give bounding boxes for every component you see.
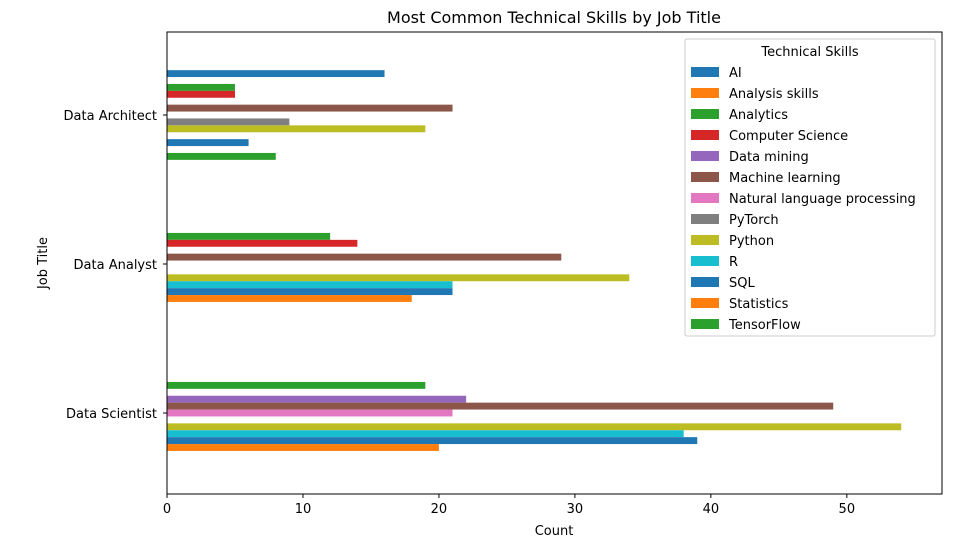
- legend-label: Machine learning: [729, 171, 841, 186]
- legend-swatch: [691, 319, 719, 329]
- legend-swatch: [691, 151, 719, 161]
- legend-label: Analysis skills: [729, 87, 819, 102]
- legend-swatch: [691, 235, 719, 245]
- legend-label: R: [729, 255, 738, 270]
- legend-swatch: [691, 172, 719, 182]
- bar-data-scientist-r: [167, 430, 684, 438]
- bar-data-scientist-statistics: [167, 444, 439, 451]
- y-axis: Data Architect Data Analyst Data Scientist: [64, 109, 167, 422]
- legend-swatch: [691, 214, 719, 224]
- bar-data-architect-machine-learning: [167, 104, 453, 112]
- bar-data-analyst-computer-science: [167, 239, 358, 247]
- legend-swatch: [691, 130, 719, 140]
- bar-data-architect-sql: [167, 139, 249, 147]
- bar-data-architect-computer-science: [167, 90, 235, 98]
- legend-label: Data mining: [729, 150, 809, 165]
- bar-data-architect-pytorch: [167, 118, 290, 126]
- bar-data-scientist-python: [167, 423, 902, 431]
- bar-data-architect-tensorflow: [167, 152, 276, 160]
- legend-label: AI: [729, 66, 742, 81]
- y-tick-label: Data Architect: [64, 109, 157, 124]
- legend-swatch: [691, 277, 719, 287]
- legend-label: PyTorch: [729, 213, 779, 228]
- plot-frame: [166, 31, 943, 495]
- bar-data-analyst-analytics: [167, 232, 331, 240]
- x-tick-label: 10: [295, 502, 312, 517]
- legend-label: Analytics: [729, 108, 788, 123]
- bar-data-architect-analytics: [167, 83, 235, 91]
- legend-swatch: [691, 88, 719, 98]
- legend-swatch: [691, 298, 719, 308]
- bar-data-analyst-r: [167, 281, 453, 289]
- y-axis-label: Job Title: [36, 237, 51, 290]
- x-axis-label: Count: [535, 524, 574, 539]
- legend-label: Computer Science: [729, 129, 848, 144]
- bar-data-analyst-sql: [167, 288, 453, 296]
- legend-box: [684, 38, 936, 337]
- bars-group: [167, 70, 902, 451]
- legend: Technical Skills AI Analysis skills Analyt…: [684, 38, 936, 337]
- legend-swatch: [691, 193, 719, 203]
- bar-data-scientist-data-mining: [167, 395, 467, 403]
- legend-label: Natural language processing: [729, 192, 916, 207]
- legend-swatch: [691, 256, 719, 266]
- legend-items: AI Analysis skills Analytics Computer Scien…: [691, 66, 916, 333]
- x-tick-label: 40: [703, 502, 720, 517]
- bar-data-architect-python: [167, 125, 426, 133]
- bar-data-scientist-natural-language-processing: [167, 409, 453, 417]
- y-tick-label: Data Scientist: [66, 407, 157, 422]
- legend-label: TensorFlow: [728, 318, 801, 333]
- legend-title: Technical Skills: [760, 45, 858, 60]
- bar-data-analyst-machine-learning: [167, 253, 562, 261]
- x-tick-label: 20: [431, 502, 448, 517]
- legend-label: Python: [729, 234, 774, 249]
- bar-data-analyst-statistics: [167, 295, 412, 302]
- bar-data-scientist-machine-learning: [167, 402, 834, 410]
- x-tick-label: 50: [839, 502, 856, 517]
- bar-data-scientist-sql: [167, 437, 698, 445]
- x-axis: 0 10 20 30 40 50: [163, 494, 855, 517]
- legend-label: Statistics: [729, 297, 789, 312]
- bar-data-architect-ai: [167, 70, 385, 78]
- bar-data-scientist-analytics: [167, 381, 426, 389]
- y-tick-label: Data Analyst: [74, 258, 157, 273]
- x-tick-label: 30: [567, 502, 584, 517]
- x-tick-label: 0: [163, 502, 171, 517]
- legend-swatch: [691, 67, 719, 77]
- legend-swatch: [691, 109, 719, 119]
- legend-label: SQL: [729, 276, 755, 291]
- chart-title: Most Common Technical Skills by Job Titl…: [387, 8, 721, 27]
- bar-data-analyst-python: [167, 274, 630, 282]
